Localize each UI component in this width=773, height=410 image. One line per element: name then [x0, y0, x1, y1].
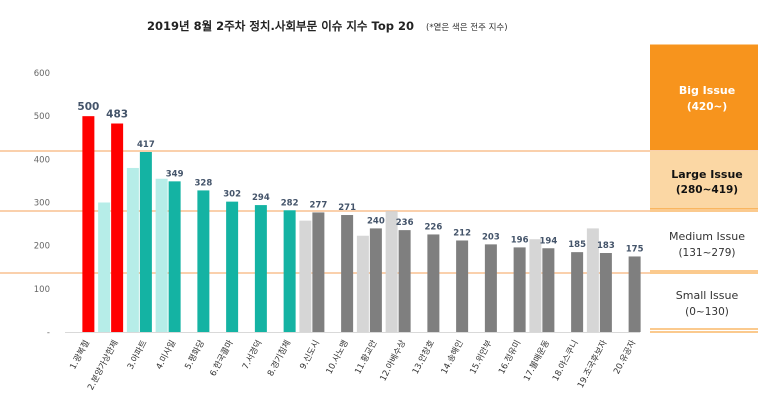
y-tick-label: 100 [34, 285, 50, 295]
issue-bands: Big Issue (420~) Large Issue (280~419) Mediu… [650, 44, 758, 333]
bars: 500 1.광복절 483 2.분양가상한제 417 3.아파트 349 4.미사일 328 5.… [67, 101, 643, 392]
bar [82, 116, 95, 333]
bar [628, 256, 641, 332]
bar [427, 234, 440, 332]
category-label: 9.신도시 [298, 339, 322, 372]
band-title: Medium Issue [669, 230, 745, 243]
value-label: 349 [166, 169, 184, 179]
category-label: 12.아베수상 [378, 338, 409, 383]
band-title: Large Issue [671, 168, 743, 181]
value-label: 212 [453, 228, 471, 238]
prev-week-bar [586, 228, 599, 332]
bar [139, 151, 152, 332]
bar [456, 240, 469, 332]
prev-week-bar [299, 220, 312, 332]
category-label: 16.정유미 [496, 338, 523, 376]
category-label: 19.조국후보자 [576, 339, 610, 390]
category-label: 14.송해인 [439, 338, 466, 376]
bar [341, 215, 354, 332]
value-label: 271 [338, 203, 356, 213]
value-label: 328 [195, 178, 213, 188]
prev-week-bar [155, 178, 168, 332]
bar [312, 212, 325, 332]
category-label: 6.한국콜마 [208, 339, 235, 379]
band-title: Big Issue [679, 84, 735, 97]
chart-title: 2019년 8월 2주차 정치.사회부문 이슈 지수 Top 20 [147, 19, 414, 33]
category-label: 17.불매운동 [521, 338, 552, 383]
category-label: 11.황교안 [352, 338, 379, 376]
bar [398, 230, 411, 332]
category-label: 7.서경덕 [240, 338, 265, 371]
category-label: 1.광복절 [67, 338, 92, 371]
category-label: 18.야스쿠니 [550, 338, 581, 383]
value-label: 240 [367, 216, 385, 226]
category-label: 2.분양가상한제 [85, 338, 121, 392]
chart-title-note: (*옅은 색은 전주 지수) [426, 22, 508, 33]
prev-week-bar [126, 167, 139, 332]
band-title: Small Issue [676, 289, 739, 302]
bar [513, 247, 526, 332]
bar [254, 205, 267, 332]
bar [226, 201, 239, 332]
y-tick-label: - [47, 328, 50, 338]
bar [283, 210, 296, 332]
bar [369, 228, 382, 332]
bar [197, 190, 210, 332]
value-label: 282 [281, 198, 299, 208]
value-label: 185 [568, 240, 586, 250]
band-range: (0~130) [685, 306, 729, 318]
category-label: 20.유공자 [612, 339, 638, 377]
band-range: (280~419) [676, 184, 738, 196]
value-label: 196 [511, 235, 529, 245]
y-tick-label: 300 [34, 199, 50, 209]
bar [542, 248, 555, 332]
category-label: 8.경기침체 [265, 338, 293, 378]
category-label: 4.미사일 [155, 339, 179, 372]
category-label: 10.사노맹 [324, 338, 351, 376]
big-issue-band [650, 45, 758, 150]
y-tick-label: 200 [34, 242, 50, 252]
band-range: (420~) [687, 101, 727, 113]
value-label: 194 [540, 236, 558, 246]
value-label: 226 [425, 222, 443, 232]
y-axis: - 100 200 300 400 500 600 [34, 69, 640, 338]
category-label: 15.위안부 [467, 338, 494, 376]
value-label: 417 [137, 140, 155, 150]
prev-week-bar [529, 239, 542, 332]
bar [571, 252, 584, 332]
y-tick-label: 600 [34, 69, 50, 79]
category-label: 5.평화당 [182, 338, 207, 371]
prev-week-bar [356, 235, 369, 332]
bar [111, 123, 124, 332]
bar [599, 253, 612, 332]
value-label: 203 [482, 232, 500, 242]
value-label: 175 [626, 244, 644, 254]
prev-week-bar [385, 211, 398, 332]
value-label: 294 [252, 193, 270, 203]
y-tick-label: 500 [34, 112, 50, 122]
value-label: 277 [310, 200, 328, 210]
prev-week-bar [98, 202, 111, 332]
value-label: 483 [106, 109, 128, 121]
y-tick-label: 400 [34, 155, 50, 165]
band-range: (131~279) [678, 247, 735, 259]
bar [168, 181, 181, 332]
value-label: 236 [396, 218, 414, 228]
category-label: 13.안창호 [410, 338, 437, 376]
value-label: 500 [77, 101, 99, 113]
category-label: 3.아파트 [125, 338, 150, 371]
value-label: 183 [597, 241, 615, 251]
bar [484, 244, 497, 332]
value-label: 302 [223, 190, 241, 200]
large-issue-band [650, 151, 758, 209]
